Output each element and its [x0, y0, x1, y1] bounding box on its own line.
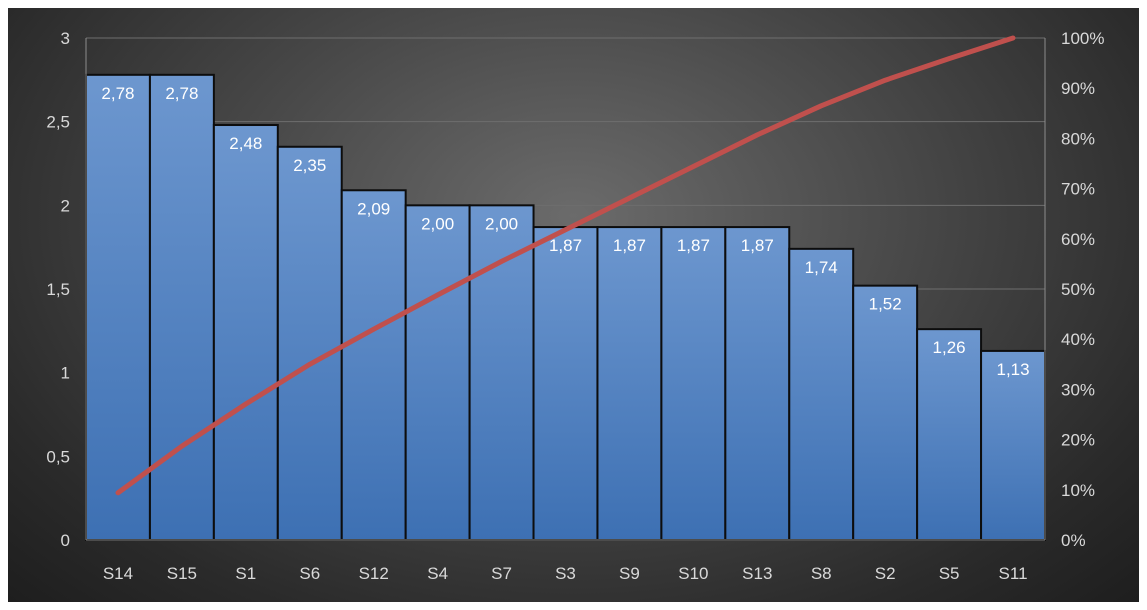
- data-label: 1,87: [677, 236, 710, 255]
- data-label: 1,26: [933, 338, 966, 357]
- y2-tick-label: 40%: [1061, 330, 1095, 349]
- cumulative-line: [115, 35, 1016, 496]
- x-tick-label: S12: [359, 564, 389, 583]
- x-tick-label: S3: [555, 564, 576, 583]
- x-tick-label: S9: [619, 564, 640, 583]
- data-label: 2,09: [357, 199, 390, 218]
- bar: [532, 226, 599, 541]
- y-tick-label: 1,5: [46, 280, 70, 299]
- data-label: 1,74: [805, 258, 838, 277]
- y-tick-label: 1: [61, 364, 70, 383]
- y-tick-label: 0,5: [46, 447, 70, 466]
- y2-tick-label: 60%: [1061, 230, 1095, 249]
- x-tick-label: S11: [999, 564, 1028, 583]
- axes: 00,511,522,530%10%20%30%40%50%60%70%80%9…: [46, 29, 1104, 583]
- y2-tick-label: 90%: [1061, 79, 1095, 98]
- x-tick-label: S2: [875, 564, 896, 583]
- y2-tick-label: 20%: [1061, 431, 1095, 450]
- bar: [340, 189, 407, 541]
- cumulative-percentage-line: [115, 35, 1016, 496]
- data-label: 1,87: [613, 236, 646, 255]
- bar: [596, 226, 663, 541]
- x-tick-label: S8: [811, 564, 832, 583]
- x-tick-label: S1: [235, 564, 256, 583]
- bar: [852, 284, 919, 541]
- y-tick-label: 2: [61, 196, 70, 215]
- y2-tick-label: 70%: [1061, 180, 1095, 199]
- bar: [404, 204, 471, 541]
- bars: [85, 73, 1046, 542]
- x-tick-label: S10: [678, 564, 708, 583]
- data-label: 1,87: [741, 236, 774, 255]
- data-label: 2,35: [293, 156, 326, 175]
- data-label: 2,78: [101, 84, 134, 103]
- y2-tick-label: 50%: [1061, 280, 1095, 299]
- y2-tick-label: 100%: [1061, 29, 1104, 48]
- data-labels: 2,78 2,78 2,48 2,35 2,09 2,00 2,00 1,87 1,87 1,87…: [101, 84, 1029, 379]
- bar: [788, 247, 855, 541]
- data-label: 1,87: [549, 236, 582, 255]
- data-label: 2,78: [165, 84, 198, 103]
- y-tick-label: 3: [61, 29, 70, 48]
- bar: [468, 204, 535, 541]
- y-tick-label: 0: [61, 531, 70, 550]
- bar: [276, 145, 343, 541]
- bar: [916, 328, 983, 541]
- x-tick-label: S5: [939, 564, 960, 583]
- x-tick-label: S15: [167, 564, 197, 583]
- data-label: 1,13: [996, 360, 1029, 379]
- data-label: 2,00: [421, 214, 454, 233]
- y2-tick-label: 30%: [1061, 380, 1095, 399]
- x-tick-label: S13: [742, 564, 772, 583]
- bar: [980, 349, 1046, 541]
- bar: [212, 124, 279, 541]
- bar: [148, 73, 215, 542]
- x-tick-label: S6: [299, 564, 320, 583]
- x-tick-label: S4: [427, 564, 448, 583]
- bar: [85, 73, 151, 542]
- y-tick-label: 2,5: [46, 113, 70, 132]
- y2-tick-label: 80%: [1061, 129, 1095, 148]
- data-label: 2,00: [485, 214, 518, 233]
- y2-tick-label: 0%: [1061, 531, 1086, 550]
- x-tick-label: S14: [103, 564, 133, 583]
- bar: [660, 226, 727, 541]
- bar: [724, 226, 791, 541]
- data-label: 1,52: [869, 295, 902, 314]
- data-label: 2,48: [229, 134, 262, 153]
- x-tick-label: S7: [491, 564, 512, 583]
- y2-tick-label: 10%: [1061, 481, 1095, 500]
